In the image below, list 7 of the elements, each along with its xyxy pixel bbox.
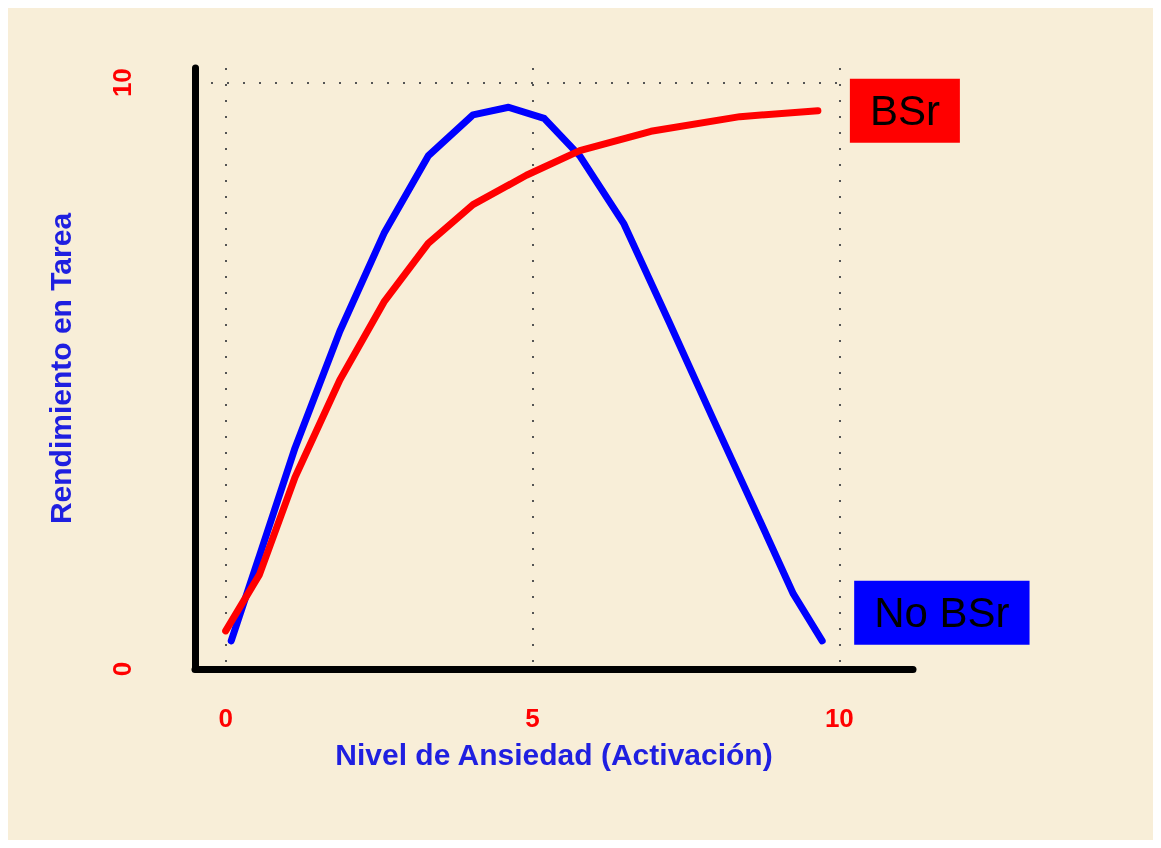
y-axis-title: Rendimiento en Tarea — [43, 212, 77, 525]
x-tick-label: 0 — [218, 703, 233, 733]
series-label: No BSr — [874, 589, 1010, 637]
x-tick-label: 10 — [824, 703, 854, 733]
x-axis-title: Nivel de Ansiedad (Activación) — [335, 737, 773, 771]
series-label: BSr — [869, 87, 940, 135]
x-tick-label: 5 — [525, 703, 540, 733]
